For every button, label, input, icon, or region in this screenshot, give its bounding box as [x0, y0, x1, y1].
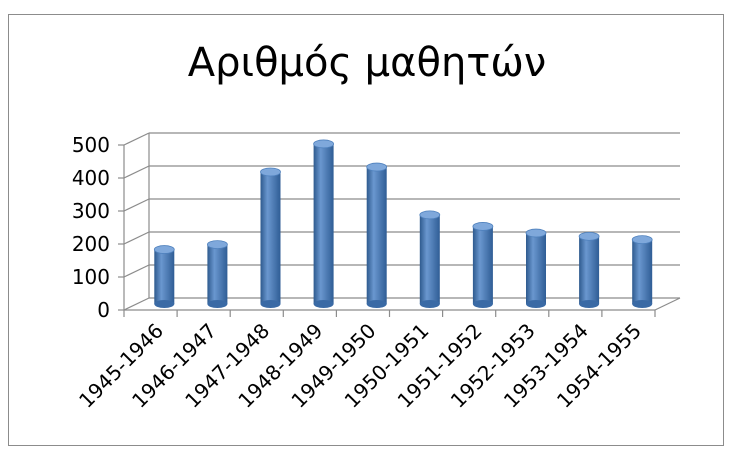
bar-bottom [419, 300, 440, 308]
bar-top [260, 167, 281, 177]
y-tick-label: 0 [97, 298, 110, 322]
bar-body [419, 214, 440, 304]
bar [153, 245, 175, 308]
gridline-depth [123, 165, 150, 179]
gridline-depth [123, 132, 150, 146]
bar [472, 222, 494, 308]
gridline-depth [123, 297, 150, 311]
bar-top [472, 222, 494, 231]
y-tick-label: 400 [72, 166, 110, 190]
bar-body [260, 172, 281, 304]
bar [525, 228, 547, 308]
bar-top [153, 245, 175, 254]
bar-body [313, 143, 334, 304]
bar-bottom [207, 300, 228, 308]
bar-body [154, 249, 175, 304]
bar [313, 139, 335, 308]
bar [206, 240, 228, 308]
bar-bottom [632, 300, 653, 308]
y-tick-label: 100 [72, 265, 110, 289]
chart-title: Αριθμός μαθητών [187, 40, 547, 86]
bar-bottom [526, 300, 546, 308]
bar-body [366, 167, 387, 304]
bar-top [206, 240, 228, 250]
bar [366, 162, 388, 308]
bar-top [366, 162, 388, 172]
bar-bottom [366, 300, 387, 308]
bar-bottom [579, 300, 600, 308]
bar-body [579, 236, 600, 304]
bar-top [419, 210, 441, 220]
chart-frame [8, 14, 724, 446]
bar-bottom [260, 300, 281, 308]
y-tick-label: 500 [72, 133, 110, 157]
y-tick-label: 200 [72, 232, 110, 256]
floor-right-edge [654, 297, 681, 311]
bar-body [526, 233, 546, 304]
bar-top [578, 231, 600, 241]
bar-bottom [154, 300, 175, 308]
bar-bottom [472, 300, 493, 308]
bar-bottom [313, 300, 334, 308]
bar-top [313, 139, 335, 149]
bar-top [631, 235, 653, 245]
bar-body [632, 239, 653, 304]
y-tick-label: 300 [72, 199, 110, 223]
bar [419, 210, 441, 308]
bar-body [472, 226, 493, 304]
bar [260, 167, 281, 308]
bar-top [525, 228, 547, 238]
bar-body [207, 244, 228, 304]
bar [578, 231, 600, 308]
gridline-depth [123, 231, 150, 245]
gridline-depth [123, 198, 150, 212]
bar [631, 235, 653, 308]
gridline-depth [123, 264, 150, 278]
